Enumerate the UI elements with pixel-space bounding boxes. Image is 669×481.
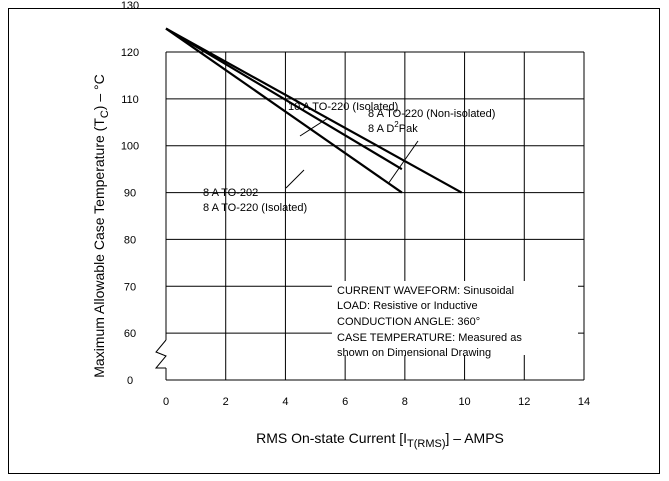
- y-tick-label: 110: [121, 94, 139, 106]
- label-8a-to220-nonisolated: 8 A TO-220 (Non-isolated): [368, 108, 495, 120]
- series-line: [165, 27, 403, 171]
- y-axis-break-zigzag: [154, 339, 167, 369]
- x-tick-label: 6: [342, 396, 348, 408]
- x-tick-label: 10: [458, 396, 470, 408]
- x-axis-label: RMS On-state Current [IT(RMS)] – AMPS: [256, 430, 504, 450]
- y-tick-label: 0: [127, 375, 133, 387]
- y-tick-label: 70: [124, 281, 136, 293]
- condition-case-temperature: CASE TEMPERATURE: Measured as: [337, 332, 522, 344]
- y-tick-label: 120: [121, 47, 139, 59]
- series-line: [165, 27, 403, 194]
- x-tick-labels: 0 2 4 6 8 10 12 14: [163, 396, 590, 408]
- x-tick-label: 14: [578, 396, 590, 408]
- x-tick-label: 4: [282, 396, 288, 408]
- conditions-box-background: [332, 281, 578, 355]
- y-axis-label: Maximum Allowable Case Temperature (TC) …: [91, 74, 111, 378]
- y-axis-break-mark: [154, 339, 167, 369]
- label-8a-to220-isolated: 8 A TO-220 (Isolated): [203, 202, 307, 214]
- y-tick-label: 60: [124, 328, 136, 340]
- condition-load: LOAD: Resistive or Inductive: [337, 300, 478, 312]
- y-tick-label: 90: [124, 188, 136, 200]
- y-tick-labels: 0 60 70 80 90 100 110 120 130: [121, 0, 139, 387]
- y-tick-label: 80: [124, 234, 136, 246]
- label-10a-to220-isolated: 10 A TO-220 (Isolated): [288, 101, 398, 113]
- condition-dimensional-drawing: shown on Dimensional Drawing: [337, 347, 491, 359]
- series-line: [165, 27, 463, 194]
- x-tick-label: 8: [402, 396, 408, 408]
- y-tick-label: 130: [121, 0, 139, 12]
- x-tick-label: 12: [518, 396, 530, 408]
- leader-lines: [285, 117, 419, 189]
- leader-8a-to202: [285, 169, 305, 189]
- condition-waveform: CURRENT WAVEFORM: Sinusoidal: [337, 285, 514, 297]
- label-8a-d2pak: 8 A D2Pak: [368, 120, 418, 135]
- series-lines: [165, 27, 463, 194]
- y-tick-label: 100: [121, 141, 139, 153]
- label-8a-to202: 8 A TO-202: [203, 187, 258, 199]
- chart-frame: [8, 8, 660, 474]
- condition-conduction-angle: CONDUCTION ANGLE: 360°: [337, 316, 480, 328]
- leader-10a-to220-isolated: [299, 117, 329, 137]
- leader-8a-to220-nonisolated: [387, 140, 419, 185]
- x-tick-label: 0: [163, 396, 169, 408]
- x-tick-label: 2: [223, 396, 229, 408]
